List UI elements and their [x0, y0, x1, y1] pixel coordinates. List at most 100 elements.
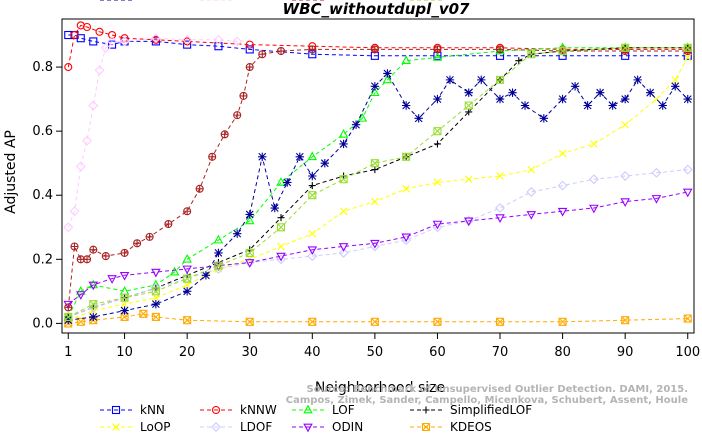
data-point	[119, 292, 130, 303]
data-point	[464, 88, 473, 97]
data-point	[527, 165, 536, 174]
data-point	[63, 222, 74, 233]
data-point	[232, 36, 243, 47]
data-point	[169, 266, 180, 276]
data-point	[220, 130, 229, 139]
data-point	[370, 239, 380, 249]
legend-label: LDOF	[240, 420, 272, 434]
data-point	[496, 172, 504, 180]
x-tick-label: 80	[554, 345, 571, 360]
data-point	[633, 75, 642, 85]
data-point	[150, 33, 161, 44]
data-point	[258, 50, 267, 59]
legend-label: FastABOD	[240, 0, 299, 3]
data-point	[82, 135, 93, 146]
data-point	[307, 151, 318, 161]
data-point	[432, 52, 443, 61]
data-point	[120, 248, 129, 257]
y-axis-label: Adjusted AP	[3, 130, 19, 214]
data-point	[69, 206, 80, 217]
data-point	[211, 405, 221, 415]
data-point	[370, 317, 379, 326]
data-point	[558, 94, 567, 104]
data-point	[308, 317, 317, 326]
data-point	[120, 312, 129, 322]
data-point	[495, 75, 505, 84]
x-axis: 1 10 20 30 40 50 60 70 80 90 100	[64, 333, 700, 360]
y-tick-label: 0.4	[32, 188, 53, 203]
legend-item-simplifiedlof: SimplifiedLOF	[410, 403, 532, 417]
data-point	[683, 53, 692, 62]
data-point	[245, 45, 254, 54]
data-point	[183, 274, 192, 283]
series-line	[68, 34, 688, 57]
series-line	[67, 37, 238, 228]
data-point	[658, 101, 667, 110]
data-point	[201, 271, 211, 280]
legend-item-loop: LoOP	[100, 420, 171, 434]
data-point	[495, 203, 505, 214]
data-point	[495, 45, 505, 54]
data-point	[133, 239, 142, 248]
data-point	[64, 312, 73, 322]
data-point	[245, 40, 254, 49]
data-point	[75, 291, 86, 300]
data-point	[308, 191, 317, 200]
chart-title: WBC_withoutdupl_v07	[283, 0, 470, 18]
data-point	[432, 222, 443, 233]
x-tick-label: 10	[116, 345, 133, 360]
data-point	[214, 248, 223, 258]
legend-label: COF	[140, 0, 165, 3]
data-point	[182, 34, 193, 45]
x-tick-label: 90	[617, 345, 634, 360]
data-point	[338, 129, 349, 138]
data-point	[151, 268, 161, 278]
data-point	[213, 34, 224, 45]
series-line	[67, 48, 688, 308]
data-point	[520, 101, 530, 110]
data-point	[88, 281, 99, 291]
x-tick-label: 1	[64, 345, 72, 360]
data-point	[89, 300, 98, 309]
data-point	[195, 184, 204, 193]
data-point	[182, 253, 192, 263]
data-point	[75, 161, 86, 172]
data-point	[239, 91, 248, 100]
data-point	[70, 242, 79, 251]
x-tick-label: 40	[304, 345, 321, 360]
data-point	[151, 287, 160, 296]
data-point	[370, 87, 380, 97]
data-point	[495, 45, 505, 55]
data-point	[570, 82, 580, 91]
plot-frame	[61, 18, 695, 334]
data-point	[621, 43, 630, 52]
data-point	[433, 178, 442, 187]
data-point	[515, 57, 523, 65]
series-ldof	[63, 164, 693, 322]
legend-item-ldof: LDOF	[200, 420, 272, 434]
data-point	[445, 75, 455, 85]
legend-label: LDF	[332, 0, 355, 3]
data-point	[526, 211, 537, 220]
data-point	[383, 69, 392, 78]
data-point	[338, 247, 349, 258]
series-line	[68, 169, 688, 318]
data-point	[82, 22, 92, 32]
data-point	[621, 120, 630, 129]
series-inflo	[64, 43, 692, 322]
data-point	[464, 101, 473, 110]
data-point	[308, 182, 316, 190]
data-point	[338, 243, 349, 252]
data-point	[307, 251, 318, 262]
data-point	[558, 149, 567, 158]
data-point	[119, 36, 130, 47]
data-point	[307, 246, 318, 256]
data-point	[414, 114, 423, 123]
data-point	[433, 140, 441, 148]
data-point	[277, 214, 285, 222]
series-kdeos	[64, 309, 692, 328]
data-point	[589, 140, 598, 148]
y-tick-label: 0.6	[32, 124, 53, 139]
data-point	[139, 309, 148, 318]
legend-item-ldf: LDF	[292, 0, 355, 3]
